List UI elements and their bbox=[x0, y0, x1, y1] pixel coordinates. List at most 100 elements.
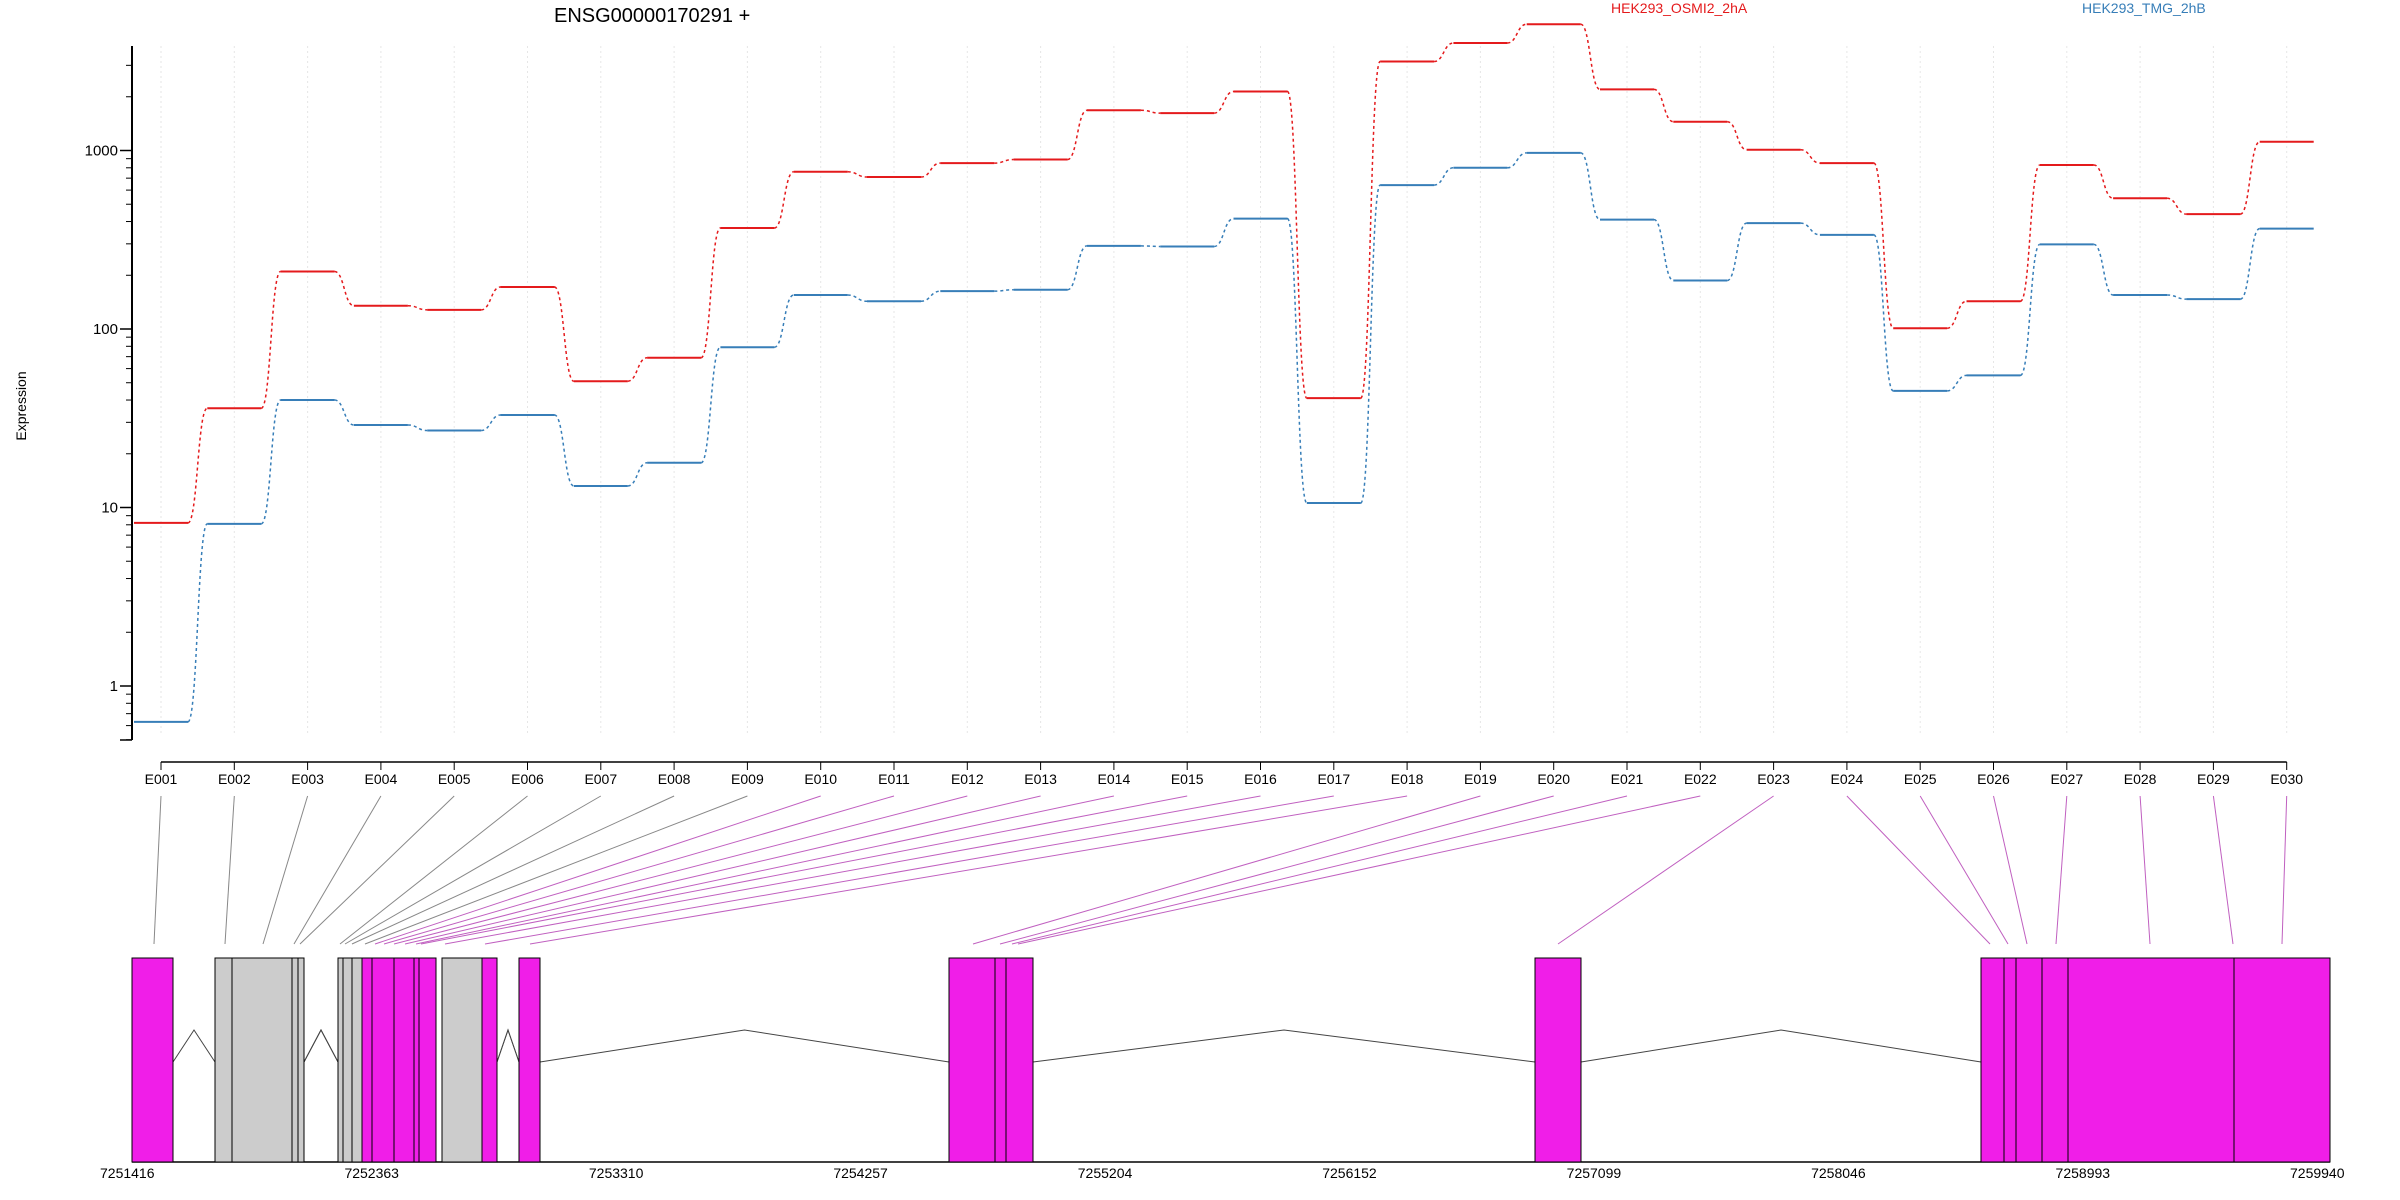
excluded-exon-block bbox=[231, 957, 293, 1163]
exon-connector bbox=[299, 795, 455, 945]
x-tick-label: E026 bbox=[1977, 771, 2010, 787]
series-1 bbox=[134, 23, 2314, 524]
x-tick-label: E004 bbox=[365, 771, 398, 787]
exon-connector bbox=[999, 795, 1554, 945]
exon-block bbox=[413, 957, 420, 1163]
exon-block bbox=[371, 957, 395, 1163]
exon-connector bbox=[293, 795, 382, 945]
data-step bbox=[1726, 222, 1747, 282]
data-step bbox=[1214, 90, 1234, 114]
coordinate-label: 7256152 bbox=[1322, 1165, 1377, 1181]
exon-connector bbox=[404, 795, 1041, 945]
data-step bbox=[1946, 300, 1967, 329]
data-step bbox=[700, 346, 722, 464]
exon-block bbox=[948, 957, 996, 1163]
x-tick-label: E013 bbox=[1024, 771, 1057, 787]
legend-series-1: HEK293_OSMI2_2hA bbox=[1611, 0, 1748, 16]
data-step bbox=[2019, 243, 2041, 377]
coordinate-label: 7251416 bbox=[100, 1165, 155, 1181]
data-step bbox=[847, 294, 868, 303]
data-step bbox=[994, 288, 1014, 292]
data-step bbox=[700, 227, 722, 359]
exon-connector bbox=[153, 795, 162, 945]
data-step bbox=[847, 171, 868, 178]
data-step bbox=[1360, 60, 1381, 399]
data-step bbox=[260, 399, 282, 525]
x-tick-label: E015 bbox=[1171, 771, 1204, 787]
data-step bbox=[2093, 164, 2114, 200]
intron-line bbox=[539, 1029, 950, 1063]
exon-connector bbox=[1011, 795, 1628, 945]
excluded-exon-block bbox=[342, 957, 353, 1163]
coordinate-label: 7254257 bbox=[833, 1165, 888, 1181]
exon-connector bbox=[2281, 795, 2288, 945]
exon-connector bbox=[972, 795, 1481, 945]
exon-connector bbox=[224, 795, 235, 945]
x-tick-label: E012 bbox=[951, 771, 984, 787]
data-step bbox=[1580, 152, 1601, 221]
data-step bbox=[1800, 222, 1820, 236]
intron-line bbox=[1580, 1029, 1982, 1063]
exon-connector bbox=[2212, 795, 2234, 945]
data-step bbox=[481, 414, 501, 432]
intron-line bbox=[172, 1029, 216, 1063]
data-step bbox=[774, 294, 795, 349]
x-tick-label: E014 bbox=[1098, 771, 1131, 787]
data-step bbox=[1433, 167, 1454, 186]
gene-model: 7251416 7252363 7253310 7254257 7255204 72561… bbox=[100, 957, 2345, 1181]
exon-connector bbox=[484, 795, 1334, 945]
data-step bbox=[334, 399, 355, 426]
data-step bbox=[407, 424, 428, 432]
data-step bbox=[407, 304, 428, 311]
y-tick-label: 100 bbox=[93, 321, 118, 338]
exon-connector bbox=[1557, 795, 1774, 945]
data-step bbox=[774, 171, 795, 229]
data-step bbox=[2166, 197, 2187, 215]
data-step bbox=[1653, 218, 1674, 282]
x-tick-label: E017 bbox=[1317, 771, 1350, 787]
exon-connector bbox=[420, 795, 1188, 945]
data-step bbox=[2239, 227, 2261, 300]
exon-connectors bbox=[153, 795, 2288, 945]
data-step bbox=[1140, 109, 1161, 114]
exon-block bbox=[131, 957, 174, 1163]
x-tick-label: E029 bbox=[2197, 771, 2230, 787]
coordinate-label: 7259940 bbox=[2290, 1165, 2345, 1181]
data-step bbox=[920, 162, 941, 178]
x-tick-label: E030 bbox=[2270, 771, 2303, 787]
data-step bbox=[1653, 88, 1674, 123]
data-step bbox=[334, 270, 355, 307]
x-tick-label: E007 bbox=[584, 771, 617, 787]
exon-connector bbox=[393, 795, 968, 945]
coordinate-label: 7257099 bbox=[1567, 1165, 1622, 1181]
intron-line bbox=[1032, 1029, 1536, 1063]
exon-block bbox=[1980, 957, 2005, 1163]
data-step bbox=[481, 286, 501, 311]
exon-block bbox=[361, 957, 373, 1163]
data-step bbox=[994, 158, 1014, 164]
axes: 1 10 100 1000 E001 E002 E003 E004 E005 E006 E007 E0… bbox=[85, 46, 2303, 787]
data-step bbox=[1873, 234, 1894, 392]
exon-connector bbox=[344, 795, 602, 945]
exon-connector bbox=[1993, 795, 2028, 945]
grid-lines bbox=[160, 46, 2288, 736]
x-tick-label: E006 bbox=[511, 771, 544, 787]
exon-connector bbox=[529, 795, 1408, 945]
excluded-exon-block bbox=[297, 957, 305, 1163]
data-step bbox=[1433, 42, 1454, 63]
data-step bbox=[1947, 374, 1967, 392]
x-tick-label: E011 bbox=[878, 771, 910, 787]
exon-block bbox=[1534, 957, 1582, 1163]
excluded-exon-block bbox=[337, 957, 344, 1163]
exon-connector bbox=[444, 795, 1261, 945]
data-step bbox=[2019, 164, 2041, 303]
intron-line bbox=[303, 1028, 339, 1063]
y-tick-label: 1000 bbox=[85, 143, 118, 160]
intron-line bbox=[496, 1028, 520, 1063]
x-tick-label: E010 bbox=[804, 771, 837, 787]
exon-connector bbox=[351, 795, 675, 945]
excluded-exon-block bbox=[291, 957, 299, 1163]
x-tick-label: E005 bbox=[438, 771, 471, 787]
excluded-exon-block bbox=[214, 957, 233, 1163]
x-tick-label: E019 bbox=[1464, 771, 1497, 787]
